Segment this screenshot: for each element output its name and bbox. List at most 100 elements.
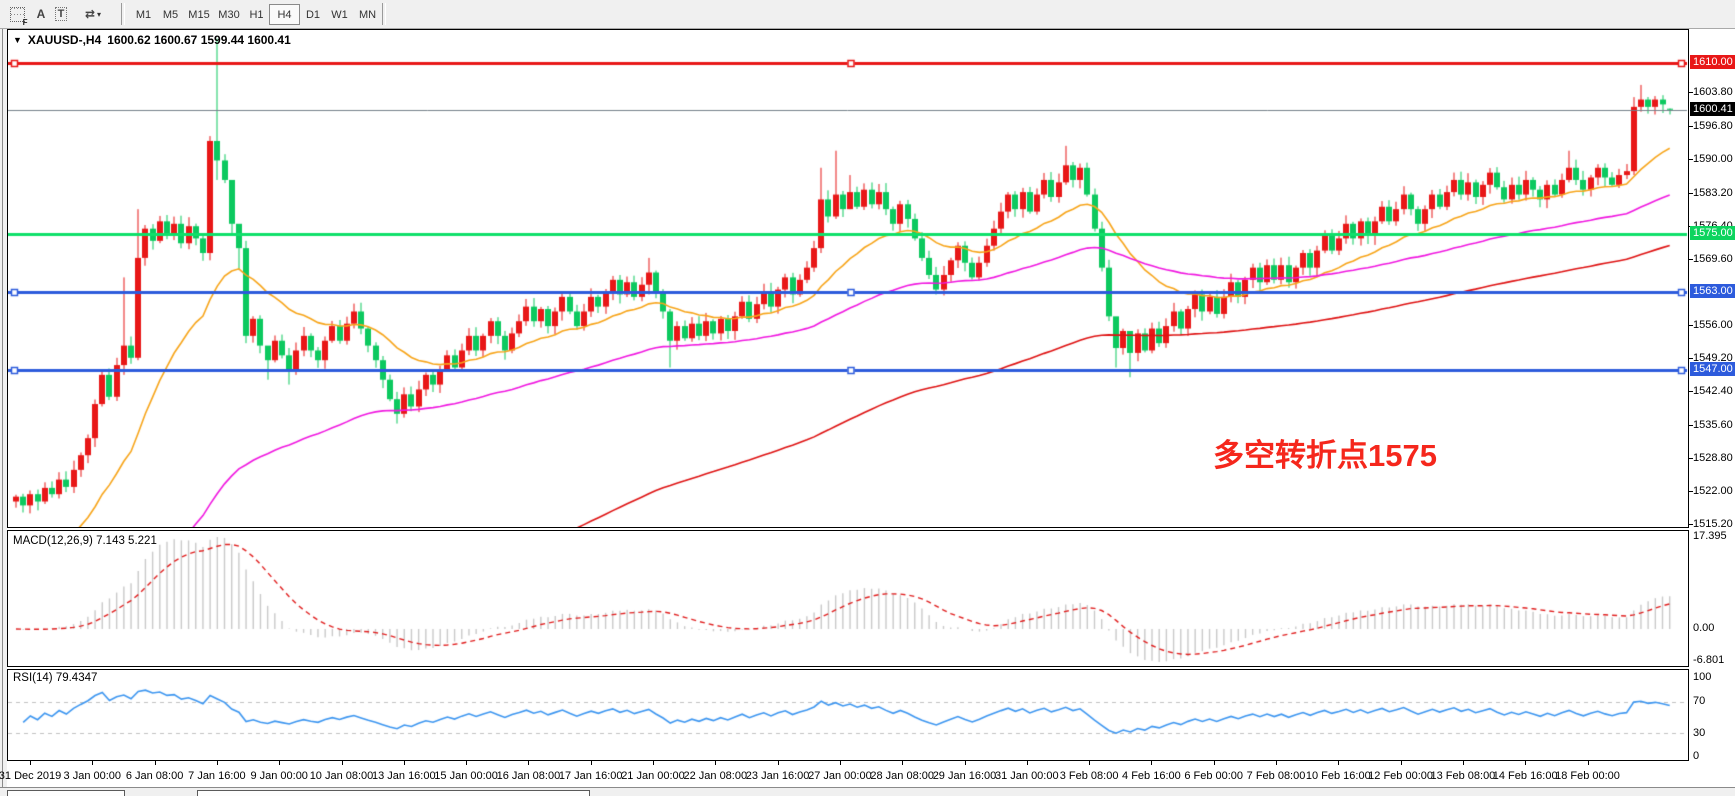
- price-tick-label: 1596.80: [1689, 120, 1733, 132]
- macd-scale-label: -6.801: [1693, 654, 1725, 666]
- date-tick-mark: [403, 761, 405, 765]
- price-tick-label: 1603.80: [1689, 86, 1733, 98]
- toolbar-separator: [382, 3, 386, 25]
- date-tick-label: 18 Feb 00:00: [1555, 770, 1620, 782]
- date-tick-mark: [154, 761, 156, 765]
- price-tag-label: 1575.00: [1690, 225, 1735, 240]
- date-tick-mark: [466, 761, 468, 765]
- timeframe-button-h1[interactable]: H1: [249, 8, 264, 21]
- bottom-tab-strip: [0, 787, 1735, 796]
- date-tick-mark: [777, 761, 779, 765]
- date-tick-label: 23 Jan 16:00: [745, 770, 810, 782]
- rsi-scale-label: 70: [1693, 695, 1706, 707]
- date-tick-mark: [341, 761, 343, 765]
- date-tick-mark: [590, 761, 592, 765]
- macd-chart-canvas[interactable]: [8, 531, 1688, 666]
- date-tick-label: 13 Feb 08:00: [1430, 770, 1496, 782]
- date-tick-label: 7 Feb 08:00: [1246, 770, 1306, 782]
- chart-tab[interactable]: [197, 790, 590, 796]
- date-tick-label: 6 Feb 00:00: [1184, 770, 1244, 782]
- date-tick-label: 29 Jan 16:00: [932, 770, 997, 782]
- chevron-down-icon: ▼: [13, 35, 22, 45]
- date-tick-label: 31 Jan 00:00: [994, 770, 1059, 782]
- rsi-scale-label: 30: [1693, 727, 1706, 739]
- date-tick-label: 15 Jan 00:00: [434, 770, 498, 782]
- price-tick-label: 1549.20: [1689, 352, 1733, 364]
- shapes-arrows-icon[interactable]: ⇄ ▾: [84, 7, 102, 21]
- date-tick-label: 7 Jan 16:00: [188, 770, 246, 782]
- price-tag-label: 1610.00: [1690, 55, 1735, 69]
- timeframe-button-h4[interactable]: H4: [269, 4, 300, 25]
- date-tick-mark: [1338, 761, 1340, 765]
- text-box-icon[interactable]: T: [50, 4, 72, 24]
- date-tick-label: 22 Jan 08:00: [683, 770, 748, 782]
- price-tag-label: 1600.41: [1690, 101, 1735, 116]
- timeframe-button-w1[interactable]: W1: [331, 8, 348, 21]
- date-tick-mark: [279, 761, 281, 765]
- text-label-icon[interactable]: A: [36, 7, 46, 21]
- chevron-down-icon: ▾: [97, 9, 102, 19]
- price-tick-label: 1590.00: [1689, 153, 1733, 165]
- date-tick-mark: [1525, 761, 1527, 765]
- price-tick-label: 1569.60: [1689, 253, 1733, 265]
- date-tick-label: 31 Dec 2019: [0, 770, 62, 782]
- main-chart-pane[interactable]: [7, 29, 1689, 528]
- chart-tab[interactable]: [7, 790, 125, 796]
- timeframe-button-d1[interactable]: D1: [305, 8, 321, 21]
- rsi-indicator-pane[interactable]: [7, 669, 1689, 761]
- date-tick-label: 10 Jan 08:00: [309, 770, 374, 782]
- date-tick-mark: [1151, 761, 1153, 765]
- candlestick-chart-canvas[interactable]: [8, 30, 1688, 527]
- date-tick-mark: [216, 761, 218, 765]
- date-tick-label: 3 Feb 08:00: [1059, 770, 1119, 782]
- date-tick-label: 21 Jan 00:00: [621, 770, 685, 782]
- date-tick-label: 28 Jan 08:00: [870, 770, 934, 782]
- date-tick-label: 3 Jan 00:00: [63, 770, 122, 782]
- date-tick-mark: [30, 761, 31, 765]
- date-tick-mark: [964, 761, 966, 765]
- chart-symbol-title[interactable]: ▼ XAUUSD-,H4 1600.62 1600.67 1599.44 160…: [13, 33, 291, 47]
- date-tick-mark: [1026, 761, 1028, 765]
- timeframe-button-mn[interactable]: MN: [358, 8, 377, 21]
- price-axis[interactable]: 1603.801596.801590.001583.201576.401569.…: [1689, 30, 1735, 787]
- date-tick-mark: [715, 761, 717, 765]
- timeframe-button-m5[interactable]: M5: [162, 8, 179, 21]
- date-tick-label: 6 Jan 08:00: [125, 770, 184, 782]
- macd-scale-label: 17.395: [1693, 530, 1727, 542]
- date-tick-mark: [92, 761, 94, 765]
- date-tick-label: 9 Jan 00:00: [250, 770, 308, 782]
- price-tick-label: 1515.20: [1689, 518, 1733, 530]
- date-tick-mark: [1400, 761, 1402, 765]
- price-tick-label: 1535.60: [1689, 419, 1733, 431]
- macd-scale-label: 0.00: [1693, 622, 1715, 634]
- timeframe-button-m1[interactable]: M1: [135, 8, 152, 21]
- toolbar-separator: [121, 3, 125, 25]
- date-tick-mark: [1276, 761, 1277, 765]
- date-tick-label: 14 Feb 16:00: [1492, 770, 1558, 782]
- freehand-pattern-icon[interactable]: F: [6, 4, 28, 27]
- rsi-label: RSI(14) 79.4347: [13, 672, 98, 684]
- chart-window-left-frame: [0, 29, 7, 796]
- date-tick-mark: [1587, 761, 1589, 765]
- timeframe-button-m15[interactable]: M15: [188, 8, 210, 21]
- rsi-scale-label: 0: [1693, 750, 1700, 762]
- ohlc-values: 1600.62 1600.67 1599.44 1600.41: [107, 33, 291, 47]
- toolbar: F A T ⇄ ▾ M1 M5 M15 M30 H1 H4 D1 W1 MN: [0, 0, 1735, 29]
- rsi-chart-canvas[interactable]: [8, 670, 1688, 760]
- price-tick-label: 1556.00: [1689, 319, 1733, 331]
- date-tick-label: 27 Jan 00:00: [808, 770, 872, 782]
- date-tick-label: 16 Jan 08:00: [496, 770, 561, 782]
- macd-label: MACD(12,26,9) 7.143 5.221: [13, 535, 157, 547]
- macd-indicator-pane[interactable]: [7, 530, 1689, 667]
- date-tick-mark: [902, 761, 904, 765]
- chart-text-annotation[interactable]: 多空转折点1575: [1213, 438, 1437, 473]
- price-tick-label: 1542.40: [1689, 385, 1733, 397]
- date-axis[interactable]: 31 Dec 2019 3 Jan 00:00 6 Jan 08:00 7 Jan 1…: [0, 761, 1689, 787]
- date-tick-label: 4 Feb 16:00: [1122, 770, 1181, 782]
- date-tick-label: 17 Jan 16:00: [558, 770, 623, 782]
- date-tick-mark: [653, 761, 654, 765]
- date-tick-label: 10 Feb 16:00: [1305, 770, 1371, 782]
- date-tick-mark: [528, 761, 530, 765]
- symbol-period-label: XAUUSD-,H4: [27, 33, 102, 47]
- timeframe-button-m30[interactable]: M30: [218, 8, 240, 21]
